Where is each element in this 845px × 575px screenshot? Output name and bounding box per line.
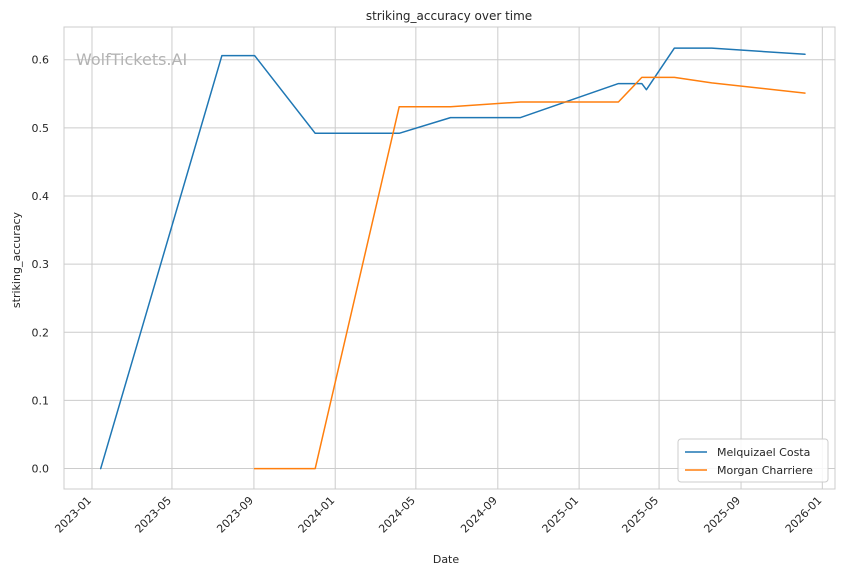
legend: Melquizael Costa Morgan Charriere — [677, 438, 829, 483]
x-axis-title: Date — [433, 553, 460, 566]
y-tick-label: 0.0 — [32, 463, 50, 476]
x-tick-label: 2024-01 — [296, 494, 338, 536]
chart-title: striking_accuracy over time — [366, 9, 532, 23]
x-tick-label: 2024-09 — [458, 494, 500, 536]
grid — [64, 27, 835, 489]
x-tick-label: 2023-05 — [132, 494, 174, 536]
x-tick-label: 2023-01 — [52, 494, 94, 536]
x-tick-label: 2025-01 — [540, 494, 582, 536]
plot-frame — [63, 26, 836, 490]
legend-label: Morgan Charriere — [717, 464, 813, 477]
y-tick-label: 0.4 — [32, 190, 50, 203]
y-tick-label: 0.2 — [32, 326, 50, 339]
series-line — [253, 76, 806, 470]
y-tick-label: 0.1 — [32, 394, 50, 407]
x-tick-label: 2023-09 — [214, 494, 256, 536]
x-tick-label: 2026-01 — [783, 494, 825, 536]
legend-label: Melquizael Costa — [717, 446, 810, 459]
y-axis-title: striking_accuracy — [10, 211, 23, 308]
series-lines — [99, 47, 806, 470]
series-line — [99, 47, 806, 470]
y-tick-label: 0.5 — [32, 122, 50, 135]
y-tick-labels: 0.0 0.1 0.2 0.3 0.4 0.5 0.6 — [32, 54, 50, 476]
x-tick-label: 2025-09 — [701, 494, 743, 536]
x-tick-label: 2024-05 — [376, 494, 418, 536]
y-tick-label: 0.3 — [32, 258, 50, 271]
watermark: WolfTickets.AI — [76, 50, 187, 69]
x-tick-labels: 2023-01 2023-05 2023-09 2024-01 2024-05 2024-… — [52, 494, 824, 536]
legend-box — [677, 438, 829, 483]
y-tick-label: 0.6 — [32, 54, 50, 67]
x-tick-label: 2025-05 — [620, 494, 662, 536]
